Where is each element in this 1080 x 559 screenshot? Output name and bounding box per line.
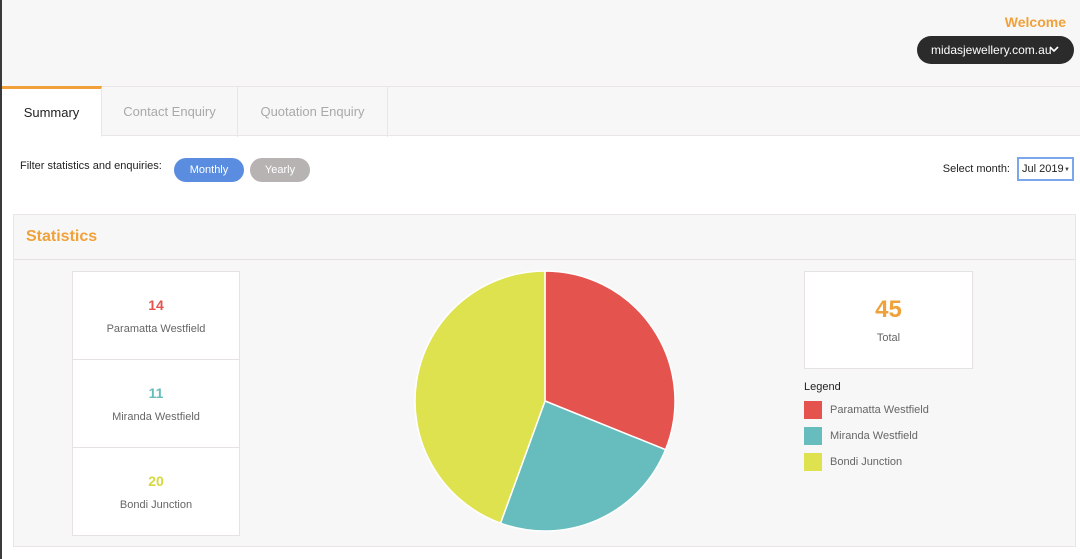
legend-item: Bondi Junction: [804, 453, 929, 471]
site-selector-label: midasjewellery.com.au: [931, 43, 1052, 57]
statistics-header: Statistics: [14, 215, 1075, 260]
statistics-title: Statistics: [26, 228, 98, 245]
welcome-text: Welcome: [1004, 14, 1066, 30]
stat-label: Bondi Junction: [119, 499, 193, 511]
monthly-button[interactable]: Monthly: [174, 158, 244, 182]
legend-title: Legend: [804, 381, 841, 393]
legend-item: Miranda Westfield: [804, 427, 929, 445]
legend-label: Bondi Junction: [830, 456, 903, 468]
tab-summary[interactable]: Summary: [2, 86, 102, 137]
legend-label: Miranda Westfield: [830, 430, 918, 442]
pie-slice-bondi-junction: [414, 270, 546, 525]
tab-contact-enquiry-label: Contact Enquiry: [123, 104, 216, 119]
header: Welcome midasjewellery.com.au: [2, 0, 1080, 86]
chevron-down-icon: [1049, 46, 1059, 53]
tab-contact-enquiry[interactable]: Contact Enquiry: [102, 86, 238, 137]
site-selector[interactable]: midasjewellery.com.au: [917, 36, 1074, 64]
pie-slice-paramatta-westfield: [544, 270, 676, 451]
tab-quotation-enquiry[interactable]: Quotation Enquiry: [238, 86, 388, 137]
total-label: Total: [876, 332, 901, 344]
statistics-panel: Statistics 14 Paramatta Westfield 11 Mir…: [13, 214, 1076, 547]
stat-card-bondi: 20 Bondi Junction: [73, 448, 239, 536]
stat-card-miranda: 11 Miranda Westfield: [73, 360, 239, 448]
pie-slice-miranda-westfield: [499, 400, 667, 532]
location-stats: 14 Paramatta Westfield 11 Miranda Westfi…: [72, 271, 240, 536]
legend-label: Paramatta Westfield: [830, 404, 929, 416]
legend: Legend Paramatta Westfield Miranda Westf…: [804, 381, 929, 479]
tab-summary-label: Summary: [23, 105, 80, 120]
total-value: 45: [875, 296, 902, 323]
tab-bar: Summary Contact Enquiry Quotation Enquir…: [2, 86, 1080, 137]
select-month-label: Select month:: [942, 163, 1010, 175]
tab-quotation-enquiry-label: Quotation Enquiry: [260, 104, 365, 119]
legend-item: Paramatta Westfield: [804, 401, 929, 419]
pie-chart: [414, 270, 676, 532]
filter-label: Filter statistics and enquiries:: [20, 160, 162, 172]
stat-count: 14: [148, 296, 164, 313]
legend-swatch: [804, 427, 822, 445]
yearly-button[interactable]: Yearly: [250, 158, 310, 182]
legend-swatch: [804, 401, 822, 419]
stat-label: Paramatta Westfield: [106, 322, 206, 335]
dropdown-arrow-icon: ▼: [1064, 167, 1070, 173]
total-card: 45 Total: [804, 271, 973, 369]
month-select[interactable]: Jul 2019 ▼: [1017, 157, 1074, 181]
legend-swatch: [804, 453, 822, 471]
stat-card-paramatta: 14 Paramatta Westfield: [73, 272, 239, 360]
stat-label: Miranda Westfield: [112, 410, 200, 423]
stat-count: 11: [148, 384, 164, 401]
month-select-value: Jul 2019: [1022, 163, 1064, 175]
stat-count: 20: [148, 473, 164, 489]
